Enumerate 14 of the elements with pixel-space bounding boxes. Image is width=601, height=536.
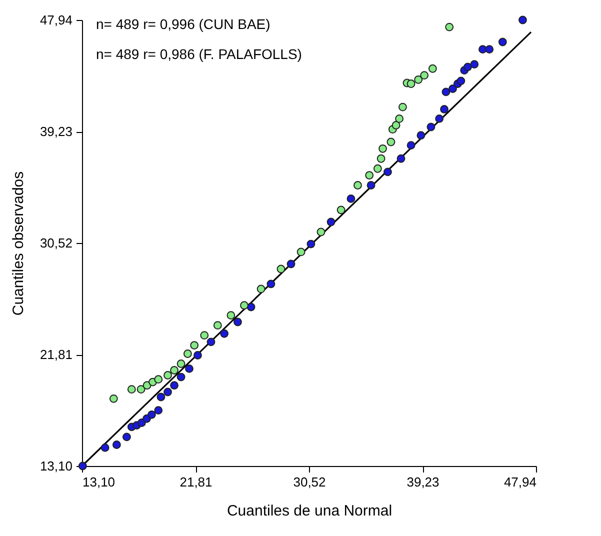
y-tick-label: 13,10 [40,458,72,474]
y-axis-title: Cuantiles observados [10,171,27,316]
y-tick-label: 39,23 [40,124,72,139]
x-tick-label: 39,23 [406,474,440,490]
x-tick-label: 13,10 [82,474,116,490]
x-tick-label: 47,94 [504,474,536,490]
annotation: n= 489 r= 0,986 (F. PALAFOLLS) [96,46,302,62]
x-tick-label: 21,81 [180,474,212,490]
y-tick-label: 21,81 [40,347,72,362]
y-tick-label: 47,94 [40,12,72,28]
y-tick-label: 30,52 [40,236,72,250]
annotation: n= 489 r= 0,996 (CUN BAE) [96,16,270,32]
x-axis-title: Cuantiles de una Normal [226,502,392,520]
x-tick-label: 30,52 [293,474,326,490]
